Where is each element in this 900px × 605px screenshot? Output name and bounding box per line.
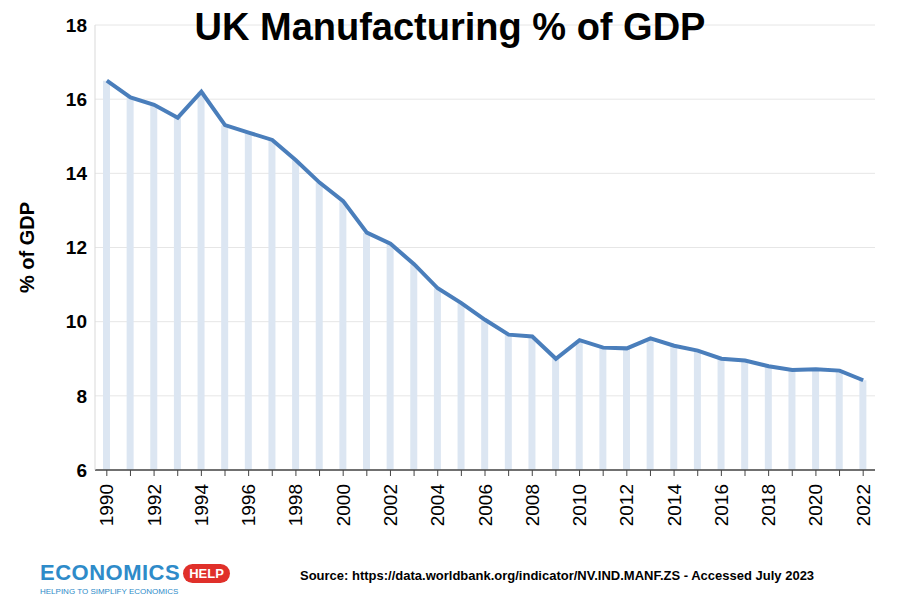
svg-text:1992: 1992	[144, 484, 165, 526]
svg-text:10: 10	[66, 311, 87, 332]
svg-text:2004: 2004	[427, 484, 448, 527]
svg-text:2000: 2000	[333, 484, 354, 526]
svg-text:2022: 2022	[853, 484, 874, 526]
svg-text:2020: 2020	[805, 484, 826, 526]
html-text:ECONOMICS HELP: ECONOMICS HELP	[40, 560, 224, 585]
svg-text:12: 12	[66, 237, 87, 258]
svg-text:14: 14	[66, 163, 88, 184]
svg-text:1996: 1996	[238, 484, 259, 526]
html-text:HELPING TO SIMPLIFY ECONOMICS: HELPING TO SIMPLIFY ECONOMICS	[40, 587, 179, 596]
svg-text:16: 16	[66, 89, 87, 110]
svg-text:2006: 2006	[475, 484, 496, 526]
svg-text:2012: 2012	[616, 484, 637, 526]
svg-text:8: 8	[76, 386, 87, 407]
html-text:UK Manufacturing % of GDP: UK Manufacturing % of GDP	[194, 6, 706, 48]
svg-text:18: 18	[66, 15, 87, 36]
svg-text:% of GDP: % of GDP	[16, 202, 38, 293]
svg-text:2008: 2008	[522, 484, 543, 526]
html-text:Source: https://data.worldbank: Source: https://data.worldbank.org/indic…	[300, 568, 815, 583]
svg-text:2016: 2016	[711, 484, 732, 526]
svg-text:2002: 2002	[380, 484, 401, 526]
svg-text:1994: 1994	[191, 484, 212, 527]
svg-text:2018: 2018	[758, 484, 779, 526]
svg-text:2014: 2014	[664, 484, 685, 527]
svg-text:1998: 1998	[285, 484, 306, 526]
svg-text:6: 6	[76, 460, 87, 481]
svg-text:1990: 1990	[96, 484, 117, 526]
svg-text:2010: 2010	[569, 484, 590, 526]
